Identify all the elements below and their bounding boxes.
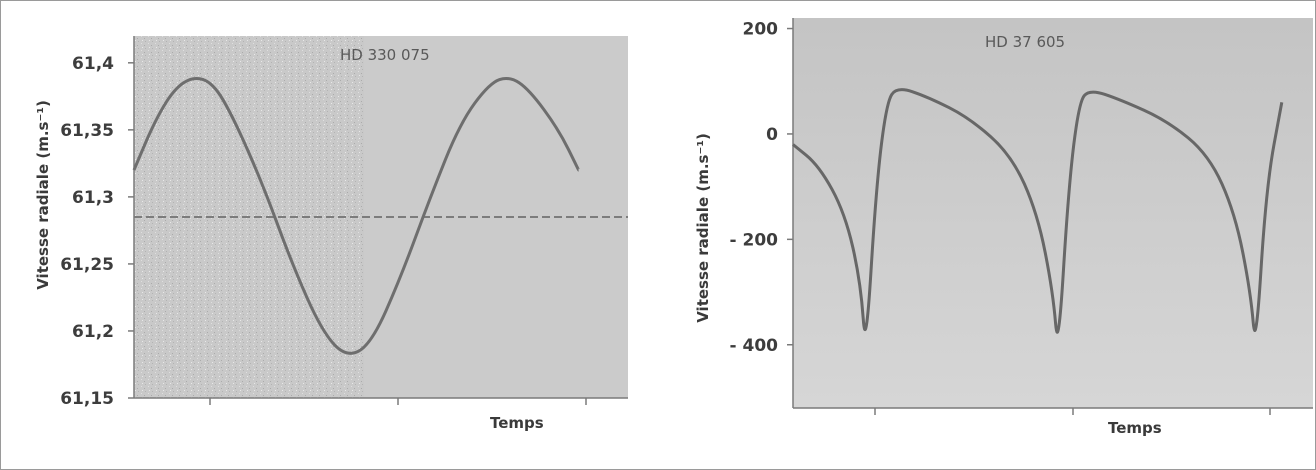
y-tick-label: 61,4 [72,54,114,74]
y-axis-1: 61,4 61,35 61,3 61,25 61,2 61,15 [60,36,135,409]
plot-area-2 [793,18,1313,408]
y-tick-label: 200 [743,20,779,40]
chart-1-ylabel: Vitesse radiale (m.s⁻¹) [34,100,52,290]
y-tick-label: - 400 [730,336,779,356]
series-line-2 [792,88,1284,334]
chart-2-xlabel: Temps [1108,419,1162,437]
x-axis-2 [793,407,1313,415]
y-tick-label: 61,35 [60,121,114,141]
y-tick-label: 61,2 [72,322,114,342]
chart-1-title: HD 330 075 [340,46,430,64]
chart-2: HD 37 605 200 0 - 200 - 400 Vitesse radiale… [694,18,1313,437]
x-axis-1 [134,397,628,405]
y-tick-label: 61,3 [72,188,114,208]
series-line-1 [132,76,580,355]
y-axis-2: 200 0 - 200 - 400 [730,18,794,408]
chart-2-ylabel: Vitesse radiale (m.s⁻¹) [694,133,712,323]
y-tick-label: 0 [766,125,778,145]
y-tick-label: - 200 [730,230,779,250]
y-tick-label: 61,25 [60,255,114,275]
chart-1-xlabel: Temps [490,414,544,432]
y-tick-label: 61,15 [60,389,114,409]
chart-1: HD 330 075 61,4 61,35 61,3 61,25 61,2 61,15 V… [34,36,628,432]
chart-2-title: HD 37 605 [985,33,1065,51]
